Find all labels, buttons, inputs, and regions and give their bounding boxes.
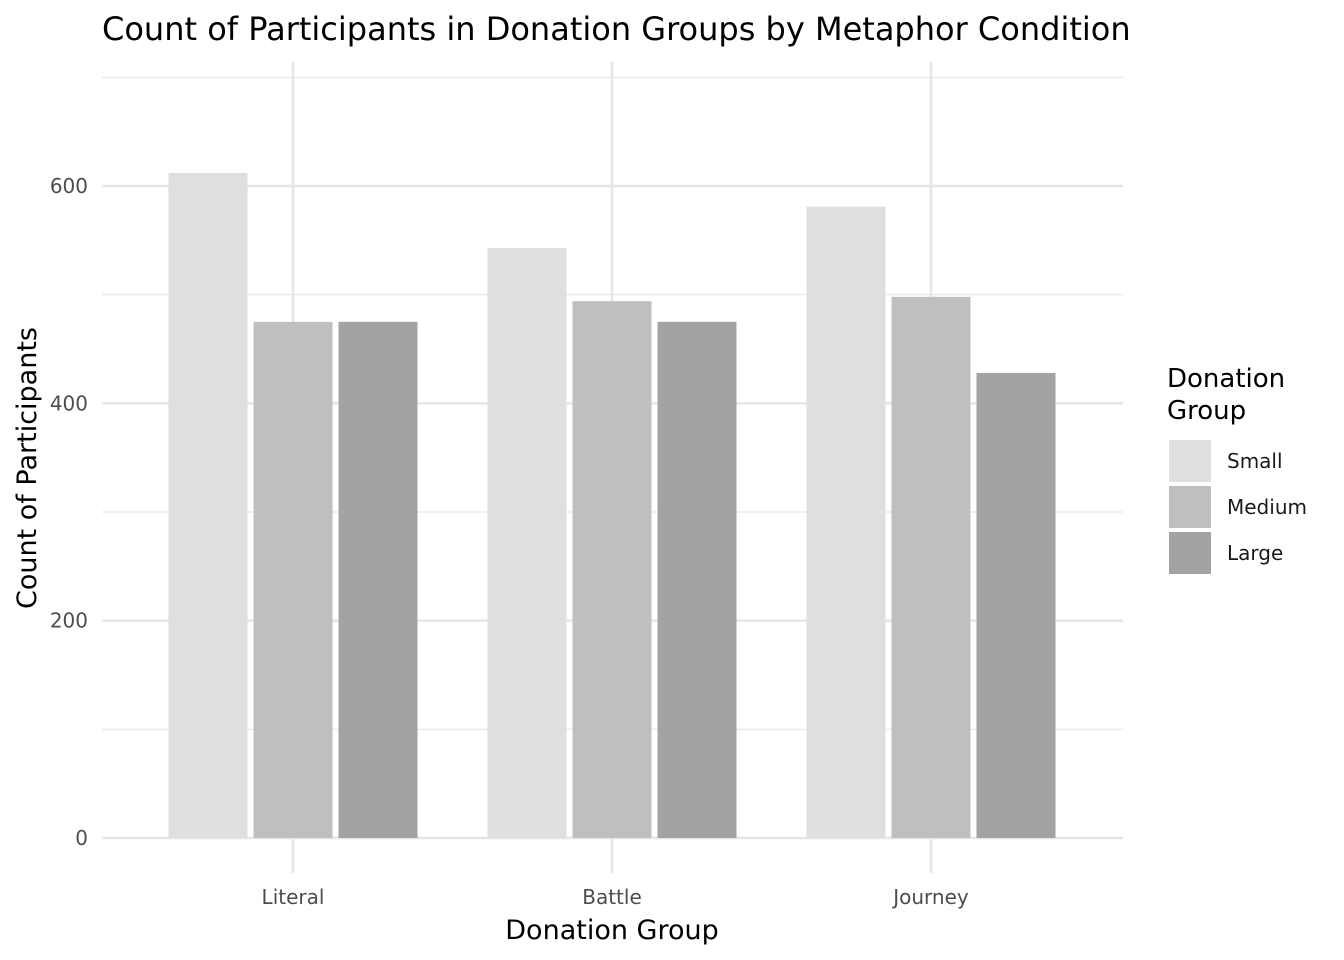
chart-title: Count of Participants in Donation Groups… <box>102 10 1131 48</box>
bar-large-battle <box>657 321 737 838</box>
x-axis-title: Donation Group <box>505 915 718 946</box>
legend-label-medium: Medium <box>1227 495 1307 519</box>
x-tick-label: Journey <box>891 885 969 909</box>
y-tick-label: 200 <box>50 609 88 633</box>
y-axis-ticks: 0 200 400 600 <box>50 174 88 850</box>
y-tick-label: 600 <box>50 174 88 198</box>
bar-small-literal <box>168 172 248 838</box>
bar-small-journey <box>806 206 886 838</box>
legend-swatch-small <box>1169 440 1211 482</box>
bars <box>168 172 1056 839</box>
y-axis-title: Count of Participants <box>12 327 43 609</box>
legend-swatch-large <box>1169 532 1211 574</box>
legend-label-small: Small <box>1227 449 1283 473</box>
legend-title-line: Group <box>1167 396 1246 426</box>
y-tick-label: 0 <box>75 826 88 850</box>
legend-title-line: Donation <box>1167 364 1285 394</box>
bar-large-literal <box>338 321 418 838</box>
y-tick-label: 400 <box>50 391 88 415</box>
bar-small-battle <box>487 247 567 838</box>
bar-medium-journey <box>891 296 971 839</box>
legend-label-large: Large <box>1227 541 1283 565</box>
x-tick-label: Battle <box>582 885 642 909</box>
x-tick-label: Literal <box>262 885 325 909</box>
legend-swatch-medium <box>1169 486 1211 528</box>
x-axis-ticks: Literal Battle Journey <box>262 885 969 909</box>
bar-medium-literal <box>253 321 333 838</box>
bar-medium-battle <box>572 301 652 839</box>
bar-large-journey <box>976 372 1056 838</box>
